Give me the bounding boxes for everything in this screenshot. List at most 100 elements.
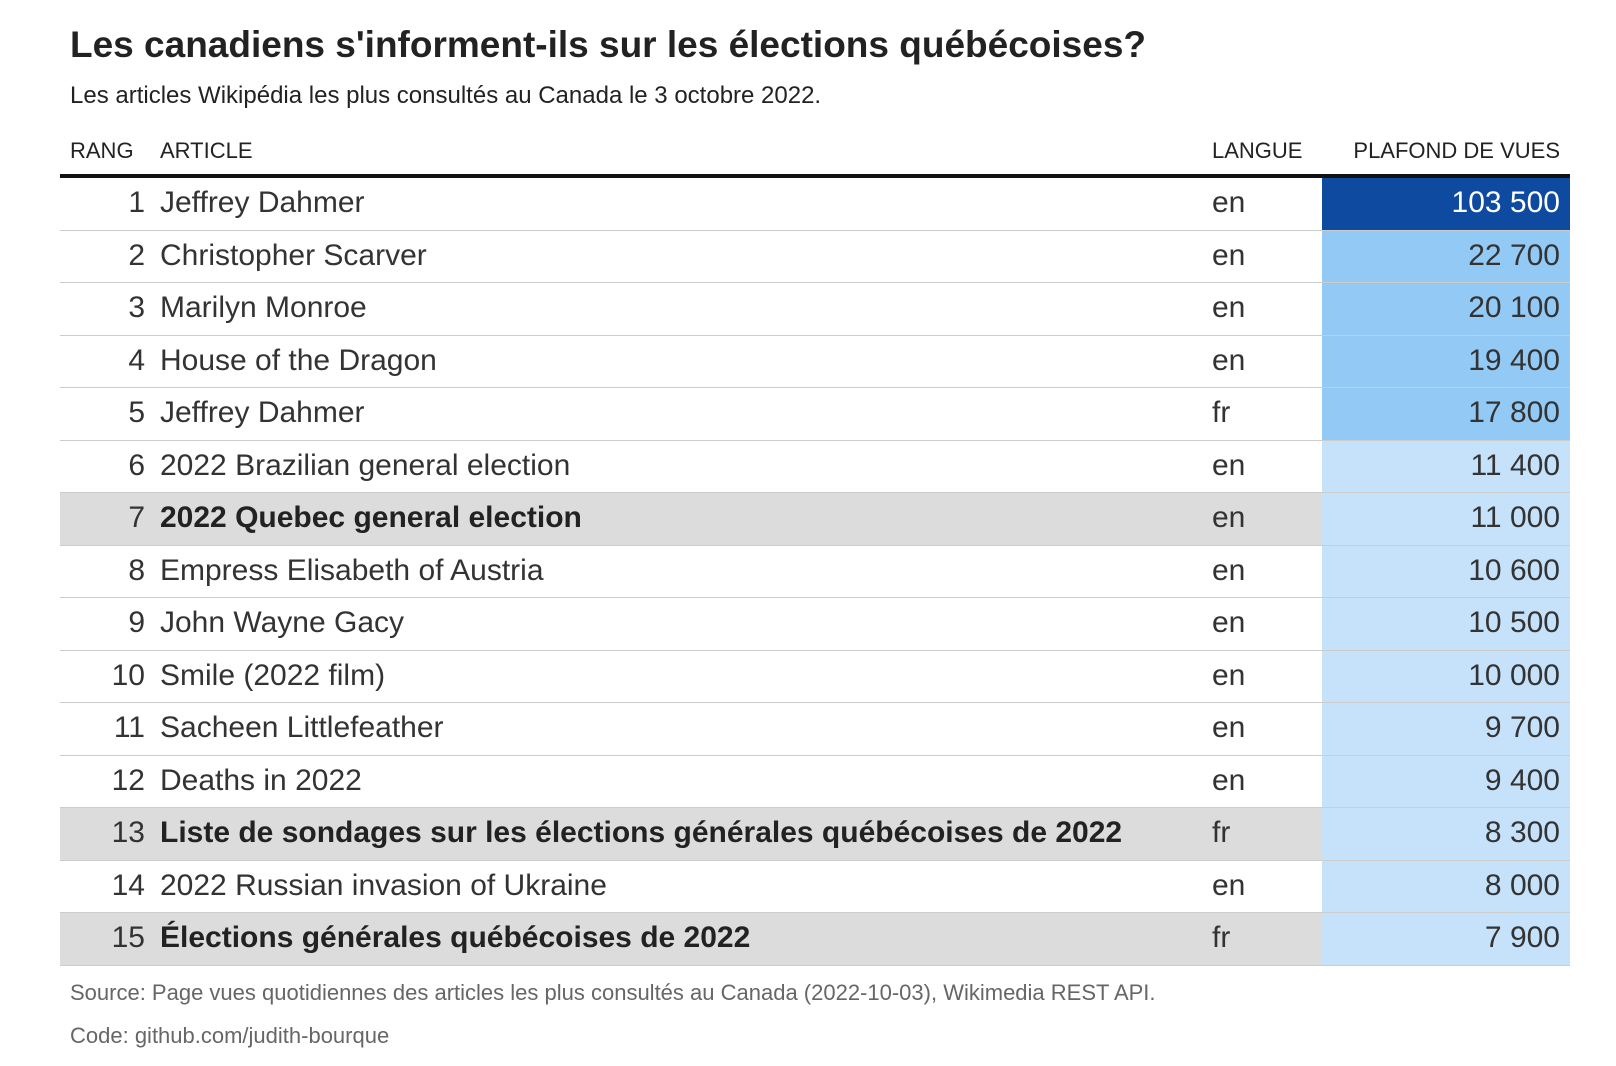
cell-rank: 4 — [128, 343, 145, 377]
table-row: 5 Jeffrey Dahmer fr 17 800 — [60, 388, 1570, 441]
cell-views-bg: 7 900 — [1322, 913, 1570, 965]
cell-article: Empress Elisabeth of Austria — [160, 553, 544, 587]
cell-rank: 8 — [128, 553, 145, 587]
cell-views: 9 400 — [1484, 763, 1560, 797]
table-row: 9 John Wayne Gacy en 10 500 — [60, 598, 1570, 651]
data-table: RANG ARTICLE LANGUE PLAFOND DE VUES 1 Jef… — [60, 130, 1570, 966]
cell-lang: en — [1212, 448, 1246, 482]
cell-lang: fr — [1212, 396, 1231, 429]
cell-rank: 12 — [111, 763, 145, 797]
cell-lang: en — [1212, 711, 1246, 744]
table-row: 13 Liste de sondages sur les élections gé… — [60, 808, 1570, 861]
cell-views: 10 000 — [1468, 658, 1560, 692]
table-row: 2 Christopher Scarver en 22 700 — [60, 230, 1570, 283]
cell-lang: en — [1212, 658, 1246, 692]
cell-views: 11 000 — [1470, 501, 1560, 534]
table-row: 3 Marilyn Monroe en 20 100 — [60, 283, 1570, 336]
cell-article: Jeffrey Dahmer — [160, 186, 365, 219]
cell-rank: 15 — [111, 921, 145, 954]
table-row: 6 2022 Brazilian general election en 11 400 — [60, 440, 1570, 493]
cell-views-bg: 20 100 — [1322, 283, 1570, 335]
cell-views: 10 500 — [1468, 606, 1560, 639]
cell-lang: en — [1212, 291, 1246, 324]
table-body: 1 Jeffrey Dahmer en 103 500 2 Christopher Sca… — [60, 178, 1570, 966]
cell-article: Smile (2022 film) — [160, 658, 386, 692]
table-row: 10 Smile (2022 film) en 10 000 — [60, 650, 1570, 703]
cell-lang: en — [1212, 868, 1246, 902]
cell-views-bg: 19 400 — [1322, 335, 1570, 387]
cell-lang: en — [1212, 553, 1246, 587]
cell-lang: en — [1212, 501, 1246, 534]
cell-rank: 10 — [111, 658, 145, 692]
cell-rank: 3 — [128, 291, 145, 324]
cell-article: House of the Dragon — [160, 343, 437, 377]
cell-article: Sacheen Littlefeather — [160, 711, 444, 744]
table-row: 11 Sacheen Littlefeather en 9 700 — [60, 703, 1570, 756]
table-row: 12 Deaths in 2022 en 9 400 — [60, 755, 1570, 808]
cell-rank: 1 — [128, 186, 145, 219]
cell-views-bg: 9 400 — [1322, 755, 1570, 807]
header-views: PLAFOND DE VUES — [1353, 138, 1560, 163]
cell-lang: fr — [1212, 816, 1231, 849]
table-row: 1 Jeffrey Dahmer en 103 500 — [60, 178, 1570, 231]
cell-views-bg: 17 800 — [1322, 388, 1570, 440]
cell-views: 20 100 — [1468, 291, 1560, 324]
chart-subtitle: Les articles Wikipédia les plus consulté… — [70, 82, 822, 109]
cell-lang: en — [1212, 186, 1246, 219]
cell-views-bg: 103 500 — [1322, 178, 1570, 230]
header-article: ARTICLE — [160, 138, 253, 163]
cell-views-bg: 8 000 — [1322, 860, 1570, 912]
cell-article: 2022 Brazilian general election — [160, 448, 571, 482]
cell-article: 2022 Quebec general election — [160, 501, 582, 534]
cell-views-bg: 9 700 — [1322, 703, 1570, 755]
cell-rank: 2 — [128, 238, 145, 272]
cell-lang: en — [1212, 343, 1246, 377]
cell-views: 17 800 — [1468, 396, 1560, 429]
cell-views-bg: 10 000 — [1322, 650, 1570, 702]
cell-article: Deaths in 2022 — [160, 763, 362, 797]
cell-views: 10 600 — [1468, 553, 1560, 587]
cell-views: 8 000 — [1484, 868, 1560, 902]
table-header: RANG ARTICLE LANGUE PLAFOND DE VUES — [60, 130, 1570, 178]
cell-rank: 9 — [128, 606, 145, 639]
cell-views: 11 400 — [1470, 448, 1560, 482]
cell-views: 8 300 — [1484, 816, 1560, 849]
cell-rank: 11 — [113, 711, 145, 744]
header-rank: RANG — [70, 138, 134, 163]
cell-article: Liste de sondages sur les élections géné… — [160, 816, 1123, 849]
code-link[interactable]: Code: github.com/judith-bourque — [70, 1023, 390, 1048]
table-row: 14 2022 Russian invasion of Ukraine en 8 00… — [60, 860, 1570, 913]
chart-title: Les canadiens s'informent-ils sur les él… — [70, 24, 1146, 65]
cell-article: Marilyn Monroe — [160, 291, 367, 324]
cell-lang: en — [1212, 238, 1246, 272]
cell-views-bg: 11 400 — [1322, 440, 1570, 492]
cell-views: 9 700 — [1484, 711, 1560, 744]
cell-rank: 6 — [128, 448, 145, 482]
table-row: 15 Élections générales québécoises de 202… — [60, 913, 1570, 966]
cell-views: 19 400 — [1468, 343, 1560, 377]
cell-article: Élections générales québécoises de 2022 — [160, 921, 751, 954]
header-lang: LANGUE — [1212, 138, 1303, 163]
source-note: Source: Page vues quotidiennes des artic… — [70, 980, 1156, 1005]
cell-lang: fr — [1212, 921, 1231, 954]
cell-article: Christopher Scarver — [160, 238, 427, 272]
cell-views-bg: 22 700 — [1322, 230, 1570, 282]
cell-article: 2022 Russian invasion of Ukraine — [160, 868, 607, 902]
cell-views-bg: 10 500 — [1322, 598, 1570, 650]
cell-views-bg: 10 600 — [1322, 545, 1570, 597]
cell-views-bg: 8 300 — [1322, 808, 1570, 860]
cell-lang: en — [1212, 763, 1246, 797]
cell-lang: en — [1212, 606, 1246, 639]
cell-views: 22 700 — [1468, 238, 1560, 272]
cell-rank: 14 — [111, 868, 145, 902]
cell-views: 7 900 — [1484, 921, 1560, 954]
table-row: 8 Empress Elisabeth of Austria en 10 600 — [60, 545, 1570, 598]
cell-rank: 7 — [128, 501, 145, 534]
cell-article: John Wayne Gacy — [160, 606, 404, 639]
cell-article: Jeffrey Dahmer — [160, 396, 365, 429]
cell-rank: 13 — [111, 816, 145, 849]
cell-rank: 5 — [128, 396, 145, 429]
cell-views: 103 500 — [1451, 186, 1560, 219]
table-row: 4 House of the Dragon en 19 400 — [60, 335, 1570, 388]
cell-views-bg: 11 000 — [1322, 493, 1570, 545]
